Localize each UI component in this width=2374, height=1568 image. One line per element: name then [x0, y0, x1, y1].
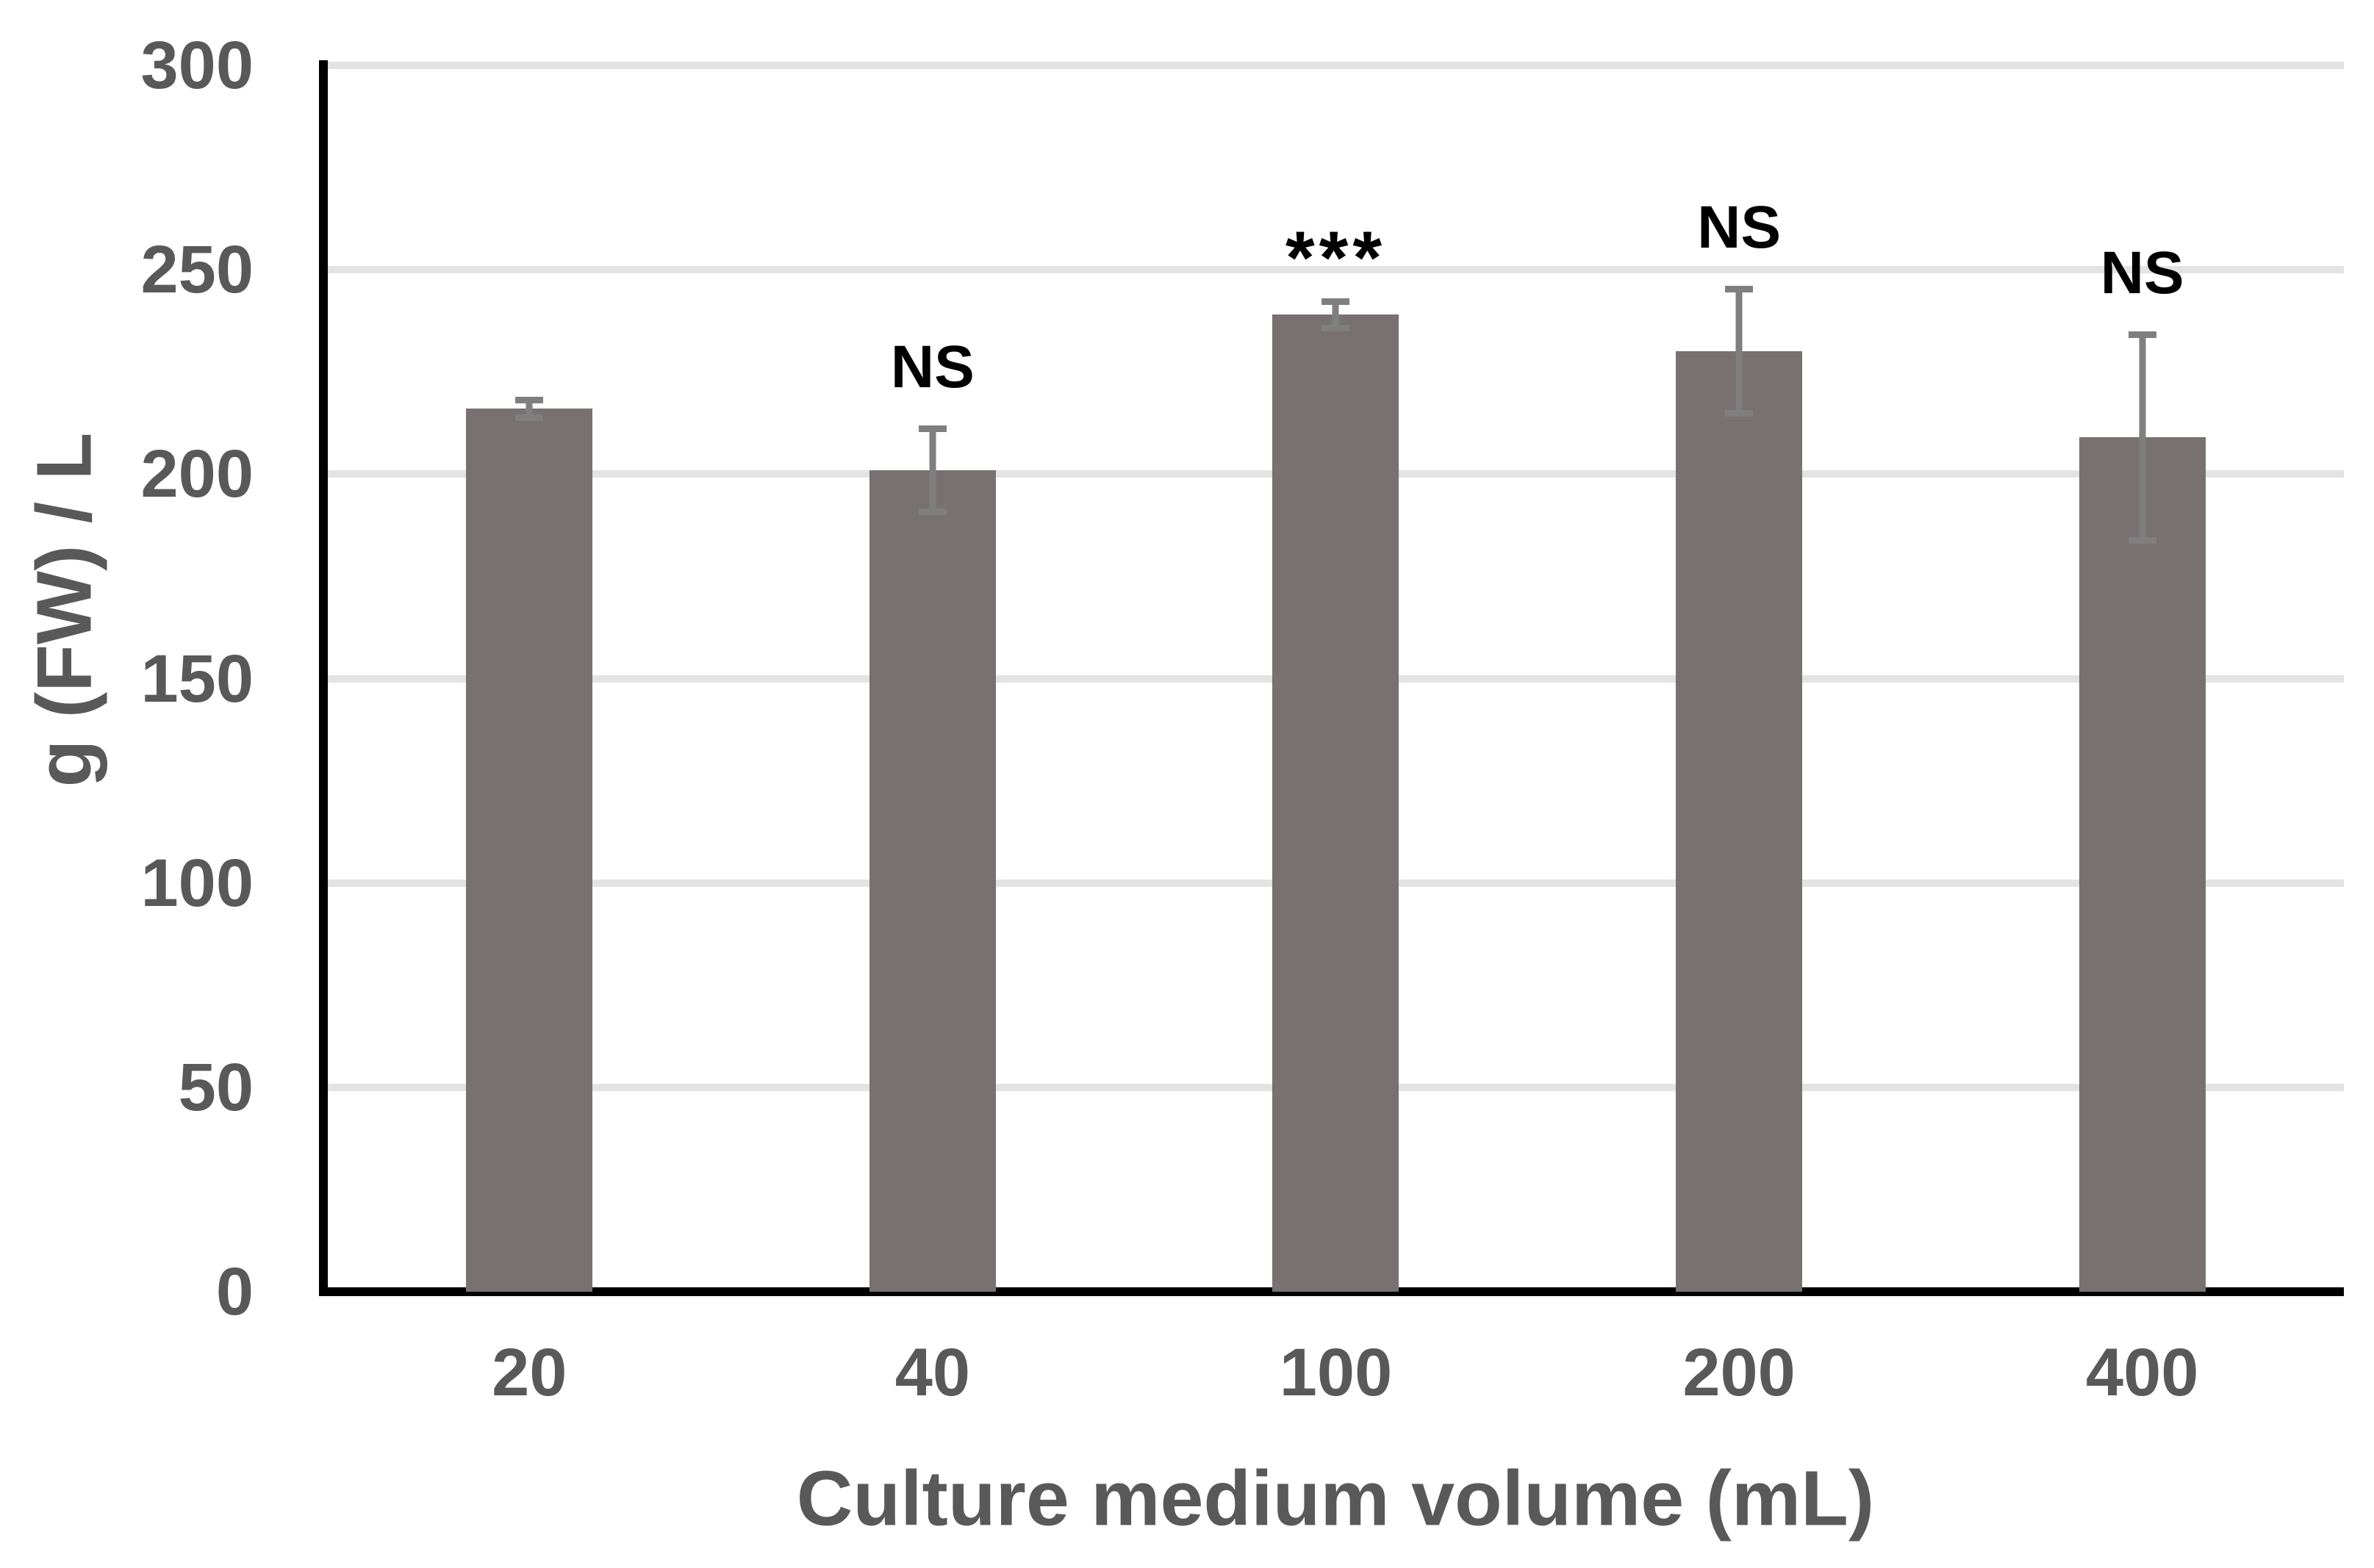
bar-slot: NS [731, 65, 1135, 1292]
bar-slot: NS [1538, 65, 1941, 1292]
y-tick-label: 200 [140, 436, 254, 512]
significance-label: NS [890, 333, 975, 400]
error-bar-cap-top [918, 425, 947, 432]
bar-slot: NS [1940, 65, 2344, 1292]
error-bar-line [929, 425, 936, 515]
x-tick-label: 200 [1682, 1335, 1796, 1410]
x-axis-line [319, 1287, 2344, 1296]
significance-label: *** [1285, 216, 1387, 301]
significance-label: NS [1697, 194, 1782, 262]
error-bar-line [526, 396, 533, 422]
error-bar-cap-bottom [918, 508, 947, 515]
plot-area: NS *** NS NS [319, 60, 2344, 1296]
error-bar-cap-top [515, 396, 544, 403]
gridline [328, 62, 2344, 69]
y-tick-label: 50 [178, 1049, 254, 1125]
significance-label: NS [2100, 239, 2184, 306]
x-tick-label: 20 [492, 1335, 567, 1410]
bars-layer: NS *** NS NS [328, 65, 2344, 1292]
x-axis-title: Culture medium volume (mL) [796, 1455, 1875, 1542]
y-tick-label: 150 [140, 641, 254, 716]
bar [1676, 351, 1803, 1292]
x-tick-label: 40 [894, 1335, 971, 1410]
bar [869, 470, 996, 1292]
bar [2079, 437, 2206, 1292]
error-bar-cap-top [1725, 286, 1754, 293]
error-bar-cap-bottom [515, 414, 544, 422]
error-bar [1322, 298, 1350, 331]
y-tick-label: 300 [140, 28, 254, 103]
y-tick-labels: 300 250 200 150 100 50 0 [0, 0, 254, 1568]
x-tick-labels: 20 40 100 200 400 [328, 1339, 2344, 1406]
bar-slot: *** [1134, 65, 1538, 1292]
error-bar-cap-top [2128, 331, 2156, 338]
x-tick-label: 100 [1279, 1335, 1393, 1410]
error-bar [515, 396, 544, 422]
y-tick-label: 0 [215, 1254, 254, 1329]
error-bar-cap-top [1322, 298, 1350, 306]
error-bar-cap-bottom [1322, 324, 1350, 331]
y-axis-line [319, 60, 328, 1296]
error-bar [1725, 286, 1754, 417]
error-bar-line [1735, 286, 1743, 417]
error-bar-line [1332, 298, 1339, 331]
bar-slot [328, 65, 731, 1292]
gridline [328, 266, 2344, 274]
bar [466, 409, 593, 1292]
error-bar [2128, 331, 2156, 544]
error-bar-cap-bottom [1725, 410, 1754, 417]
y-tick-label: 250 [140, 232, 254, 308]
error-bar [918, 425, 947, 515]
bar [1272, 314, 1399, 1292]
x-tick-label: 400 [2085, 1335, 2199, 1410]
error-bar-line [2139, 331, 2146, 544]
y-tick-label: 100 [140, 845, 254, 921]
error-bar-cap-bottom [2128, 536, 2156, 544]
